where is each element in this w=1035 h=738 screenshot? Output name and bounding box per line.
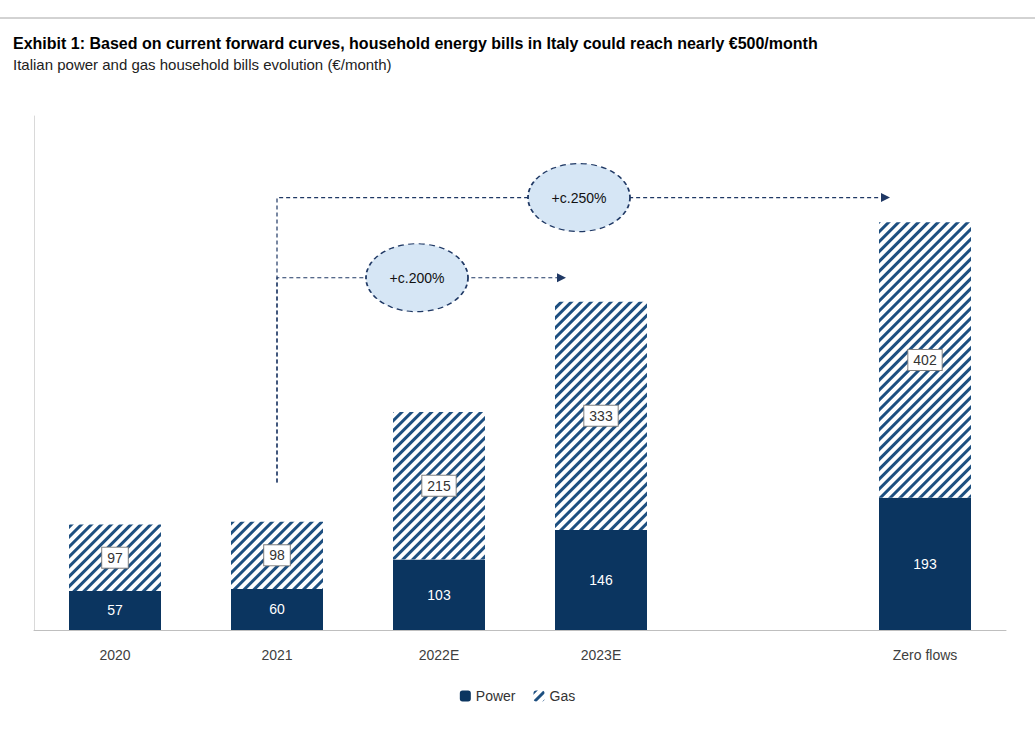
- svg-text:+c.200%: +c.200%: [390, 270, 445, 286]
- svg-text:215: 215: [427, 478, 451, 494]
- svg-text:333: 333: [589, 408, 613, 424]
- svg-text:157: 157: [265, 493, 289, 509]
- svg-text:146: 146: [589, 572, 613, 588]
- svg-text:402: 402: [913, 352, 937, 368]
- svg-text:Gas: Gas: [550, 688, 576, 704]
- svg-text:596: 596: [913, 193, 937, 209]
- svg-text:+c.250%: +c.250%: [552, 190, 607, 206]
- svg-text:2021: 2021: [261, 647, 292, 663]
- svg-text:Power: Power: [476, 688, 516, 704]
- svg-text:Exhibit 1: Based on current fo: Exhibit 1: Based on current forward curv…: [13, 35, 818, 52]
- svg-text:57: 57: [107, 602, 123, 618]
- svg-text:98: 98: [269, 547, 285, 563]
- svg-text:2020: 2020: [99, 647, 130, 663]
- svg-text:318: 318: [427, 383, 451, 399]
- svg-text:Zero flows: Zero flows: [893, 647, 958, 663]
- svg-text:97: 97: [107, 550, 123, 566]
- svg-text:2023E: 2023E: [581, 647, 621, 663]
- svg-text:2022E: 2022E: [419, 647, 459, 663]
- svg-text:479: 479: [589, 273, 613, 289]
- svg-text:154: 154: [103, 495, 127, 511]
- svg-text:60: 60: [269, 601, 285, 617]
- svg-text:103: 103: [427, 587, 451, 603]
- svg-text:193: 193: [913, 556, 937, 572]
- svg-text:Italian power and gas househol: Italian power and gas household bills ev…: [13, 56, 392, 73]
